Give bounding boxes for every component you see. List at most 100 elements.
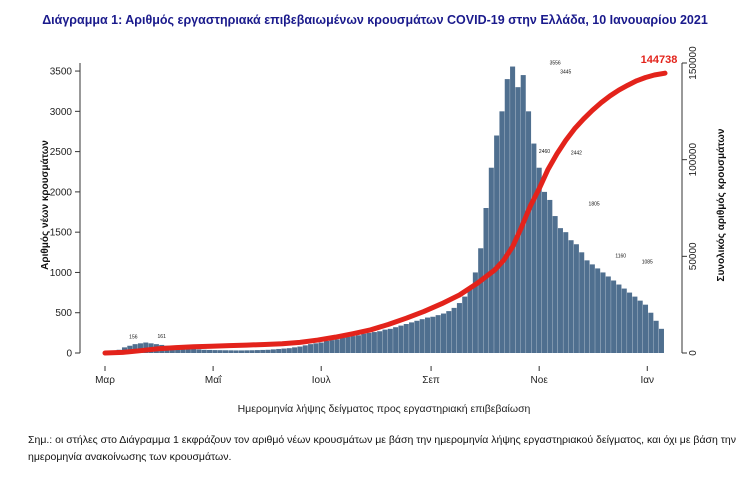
bar (244, 350, 250, 353)
bar (361, 333, 367, 353)
bar (557, 228, 563, 353)
bar (648, 312, 654, 353)
bar (504, 79, 510, 354)
bar (409, 322, 415, 353)
bar-data-label: 2460 (539, 149, 550, 155)
y-tick-label-left: 500 (55, 308, 72, 319)
bar (318, 342, 324, 353)
bar (414, 320, 420, 353)
bar (403, 324, 409, 353)
bar (563, 232, 569, 353)
x-tick-label: Μαρ (95, 375, 115, 386)
bar (526, 111, 532, 353)
bar (249, 350, 255, 353)
bar-data-label: 1085 (642, 260, 653, 266)
bar (398, 325, 404, 353)
bar (425, 317, 431, 353)
bar (531, 143, 537, 353)
bar (483, 208, 489, 353)
bar (302, 345, 308, 353)
bar (589, 264, 595, 353)
bar (377, 331, 383, 353)
bar (611, 280, 617, 353)
y-tick-label-left: 0 (66, 349, 72, 360)
y-tick-label-left: 2500 (50, 147, 73, 158)
bar (334, 339, 340, 353)
bar (435, 315, 441, 353)
bar (536, 167, 542, 353)
bar (605, 276, 611, 353)
bar (260, 349, 266, 353)
bar (292, 347, 298, 353)
x-tick-label: Νοε (531, 375, 549, 386)
x-ticks: Μαρ Μαΐ Ιουλ Σεπ Νοε Ιαν (95, 366, 654, 386)
bar (451, 307, 457, 353)
x-axis-label: Ημερομηνία λήψης δείγματος προς εργαστηρ… (238, 403, 531, 415)
y-tick-label-right: 100000 (688, 143, 699, 177)
x-tick-label: Σεπ (422, 375, 440, 386)
bar (233, 350, 239, 353)
y-tick-label-left: 3500 (50, 67, 73, 78)
bar (281, 348, 287, 353)
bar (238, 350, 244, 353)
y-tick-label-left: 1500 (50, 228, 73, 239)
bar-data-label: 156 (129, 334, 138, 340)
bar (552, 216, 558, 353)
bar (568, 240, 574, 353)
bar (584, 260, 590, 353)
bar (627, 292, 633, 353)
bar-data-label: 2442 (571, 150, 582, 156)
y-tick-label-right: 50000 (688, 242, 699, 270)
bar (573, 244, 579, 353)
bar (222, 350, 229, 353)
bar-data-label: 3445 (560, 69, 571, 75)
bar (467, 286, 473, 353)
x-tick-label: Μαΐ (205, 374, 222, 386)
bar (472, 272, 478, 353)
bar (228, 350, 234, 353)
bar (430, 316, 436, 353)
bar (658, 328, 664, 353)
bar (600, 272, 606, 353)
bar (478, 248, 484, 353)
bar (579, 252, 585, 353)
bar-data-label: 1160 (615, 254, 626, 260)
chart: Διάγραμμα 1: Αριθμός εργαστηριακά επιβεβ… (40, 13, 727, 415)
bar (276, 348, 282, 353)
bar-data-label: 1805 (589, 202, 600, 208)
bar (499, 111, 505, 353)
bar (621, 288, 627, 353)
bar-series (111, 66, 664, 354)
cumulative-line-series (102, 70, 668, 356)
bar (541, 191, 548, 353)
bar (632, 296, 638, 353)
bar (185, 348, 191, 353)
bar (446, 311, 452, 353)
bar-data-label: 161 (158, 334, 167, 340)
bar (297, 346, 303, 353)
bar (637, 300, 643, 353)
bar (175, 347, 181, 353)
bar (515, 87, 521, 354)
bar (286, 348, 292, 353)
cumulative-line (102, 70, 668, 356)
bar (339, 337, 345, 353)
bar (270, 349, 276, 354)
bar (201, 349, 207, 353)
bar (371, 332, 377, 353)
footnote: Σημ.: οι στήλες στο Διάγραμμα 1 εκφράζου… (28, 434, 737, 463)
y-tick-label-left: 3000 (50, 107, 73, 118)
bar (329, 340, 335, 353)
bar (642, 304, 649, 353)
bar (308, 344, 314, 353)
y-ticks-left: 0 500 1000 1500 2000 2500 3000 3500 (50, 67, 80, 360)
total-cases-annotation: 144738 (641, 54, 678, 66)
bar (520, 75, 526, 353)
bar (456, 303, 462, 353)
x-tick-label: Ιουλ (312, 375, 331, 386)
y-tick-label-right: 0 (688, 350, 699, 356)
bar (323, 340, 330, 353)
bar-data-label: 3556 (550, 61, 561, 67)
bar (180, 348, 186, 353)
bar (440, 313, 447, 353)
